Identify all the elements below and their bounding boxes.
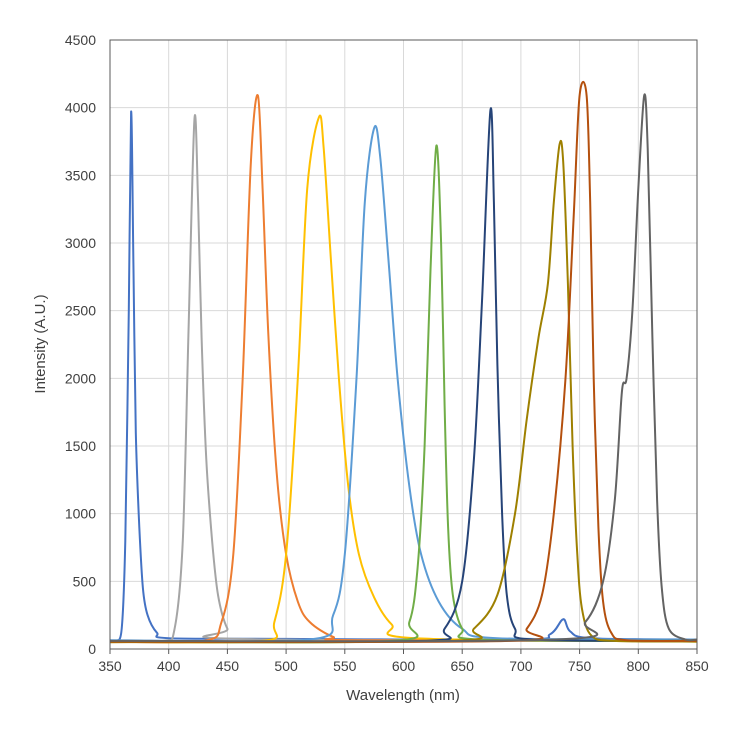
- series-line-6: [109, 144, 698, 644]
- gridlines: [109, 39, 698, 650]
- x-tick-label: 600: [392, 658, 416, 674]
- y-tick-label: 3000: [65, 235, 96, 251]
- y-axis-label: Intensity (A.U.): [32, 294, 49, 393]
- plot-frame: [109, 39, 698, 654]
- y-tick-label: 4000: [65, 100, 96, 116]
- y-tick-label: 1500: [65, 438, 96, 454]
- y-tick-label: 4500: [65, 32, 96, 48]
- series-line-2: [109, 114, 698, 643]
- y-tick-label: 2000: [65, 370, 96, 386]
- x-tick-label: 700: [509, 658, 533, 674]
- x-tick-label: 550: [333, 658, 357, 674]
- x-tick-label: 500: [274, 658, 298, 674]
- series-line-9: [109, 80, 698, 643]
- series-line-7: [109, 107, 698, 643]
- x-tick-label: 650: [451, 658, 475, 674]
- series-lines: [109, 80, 698, 644]
- x-tick-label: 850: [685, 658, 709, 674]
- x-tick-label: 400: [157, 658, 181, 674]
- y-tick-label: 0: [88, 641, 96, 657]
- x-tick-label: 750: [568, 658, 592, 674]
- y-tick-labels: 0 500 1000 1500 2000 2500 3000 3500 4000 4500: [65, 32, 96, 657]
- series-line-1: [109, 110, 698, 643]
- series-line-3: [109, 94, 698, 644]
- y-tick-label: 2500: [65, 303, 96, 319]
- series-line-4: [109, 114, 698, 644]
- x-tick-label: 350: [98, 658, 122, 674]
- x-tick-labels: 350 400 450 500 550 600 650 700 750 800 850: [98, 658, 709, 674]
- y-tick-label: 500: [73, 573, 97, 589]
- series-line-8: [109, 140, 698, 644]
- y-tick-label: 3500: [65, 167, 96, 183]
- x-axis-label: Wavelength (nm): [346, 687, 460, 704]
- y-tick-label: 1000: [65, 506, 96, 522]
- x-tick-label: 450: [216, 658, 240, 674]
- x-tick-label: 800: [627, 658, 651, 674]
- series-line-10: [109, 93, 698, 643]
